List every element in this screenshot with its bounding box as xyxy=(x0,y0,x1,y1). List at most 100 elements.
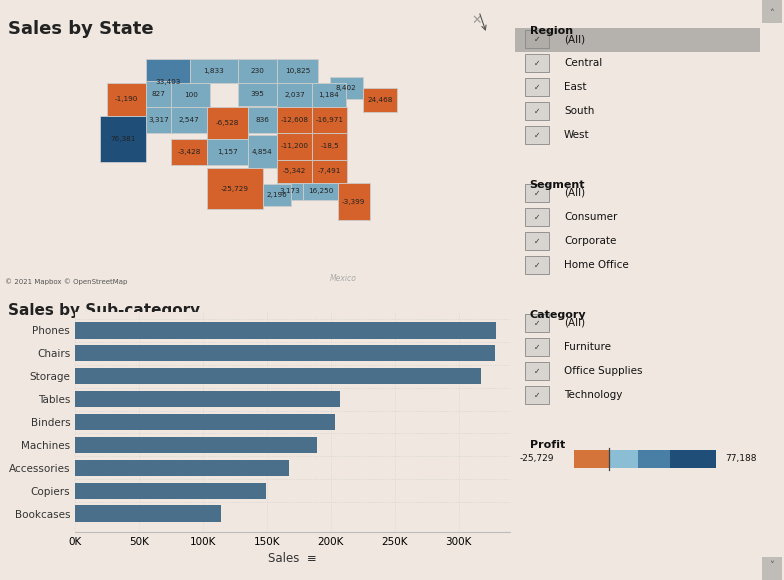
Bar xyxy=(172,107,206,133)
Text: Region: Region xyxy=(530,26,573,36)
Text: -5,342: -5,342 xyxy=(283,168,307,174)
Bar xyxy=(277,133,312,160)
Bar xyxy=(762,557,782,580)
Text: -3,428: -3,428 xyxy=(177,149,201,155)
Text: 10,825: 10,825 xyxy=(285,68,310,74)
Text: ✓: ✓ xyxy=(534,34,540,44)
Bar xyxy=(524,232,550,250)
Bar xyxy=(238,83,277,106)
Text: ✓: ✓ xyxy=(534,82,540,92)
Bar xyxy=(146,81,172,107)
Bar xyxy=(206,168,263,209)
Text: -18,5: -18,5 xyxy=(320,143,339,150)
Text: Office Supplies: Office Supplies xyxy=(564,366,643,376)
Text: 2,037: 2,037 xyxy=(285,92,305,98)
Bar xyxy=(146,59,190,104)
Bar xyxy=(248,135,277,168)
Text: (All): (All) xyxy=(564,318,585,328)
Bar xyxy=(363,88,397,111)
Bar xyxy=(609,450,637,468)
Text: Consumer: Consumer xyxy=(564,212,617,222)
Bar xyxy=(524,314,550,332)
Text: Corporate: Corporate xyxy=(564,236,616,246)
Text: 4,854: 4,854 xyxy=(252,148,273,154)
Bar xyxy=(172,83,210,107)
Text: 3,317: 3,317 xyxy=(148,117,169,124)
Bar xyxy=(206,139,248,165)
Bar xyxy=(303,183,338,200)
Text: 16,250: 16,250 xyxy=(307,188,333,194)
Bar xyxy=(670,450,716,468)
Text: Home Office: Home Office xyxy=(564,260,629,270)
Text: ✓: ✓ xyxy=(534,343,540,351)
Text: 3,173: 3,173 xyxy=(280,188,300,194)
Bar xyxy=(146,107,172,133)
Text: ✓: ✓ xyxy=(534,188,540,198)
Text: Sales by State: Sales by State xyxy=(8,20,154,38)
Text: South: South xyxy=(564,106,594,116)
Text: 1,184: 1,184 xyxy=(318,92,339,98)
Text: 836: 836 xyxy=(256,117,270,124)
Text: -25,729: -25,729 xyxy=(221,186,249,191)
Bar xyxy=(75,391,339,407)
Text: 76,381: 76,381 xyxy=(111,136,136,142)
Text: 2,547: 2,547 xyxy=(179,117,199,124)
Text: ˄: ˄ xyxy=(770,9,775,19)
Text: 77,188: 77,188 xyxy=(726,455,757,463)
Text: ✓: ✓ xyxy=(534,59,540,67)
Text: © 2021 Mapbox © OpenStreetMap: © 2021 Mapbox © OpenStreetMap xyxy=(5,278,128,285)
Bar xyxy=(75,345,495,361)
Bar xyxy=(75,459,289,476)
Text: ✓: ✓ xyxy=(534,130,540,140)
Bar xyxy=(190,60,238,82)
Bar xyxy=(277,107,312,133)
Bar xyxy=(277,83,312,107)
Bar xyxy=(524,54,550,72)
Text: ✓: ✓ xyxy=(534,212,540,222)
Bar xyxy=(107,82,146,116)
Bar xyxy=(172,139,206,165)
Bar xyxy=(75,322,496,339)
Text: ✓: ✓ xyxy=(534,390,540,400)
Bar xyxy=(263,184,292,206)
Bar xyxy=(75,414,335,430)
Text: Segment: Segment xyxy=(530,180,585,190)
Bar xyxy=(524,78,550,96)
X-axis label: Sales  ≡: Sales ≡ xyxy=(268,552,317,566)
Bar xyxy=(277,160,312,183)
Text: Furniture: Furniture xyxy=(564,342,611,352)
Bar xyxy=(524,256,550,274)
Text: ✓: ✓ xyxy=(534,367,540,375)
Bar xyxy=(524,362,550,380)
Text: 827: 827 xyxy=(151,91,165,97)
Bar xyxy=(75,368,481,385)
Bar xyxy=(238,60,277,82)
Text: 33,403: 33,403 xyxy=(155,79,180,85)
Text: -25,729: -25,729 xyxy=(520,455,554,463)
Text: Profit: Profit xyxy=(530,440,565,450)
Text: -1,190: -1,190 xyxy=(114,96,138,102)
Bar xyxy=(524,386,550,404)
Text: Category: Category xyxy=(530,310,586,320)
Text: 24,468: 24,468 xyxy=(367,97,393,103)
Text: ✕: ✕ xyxy=(471,14,481,27)
Text: -16,971: -16,971 xyxy=(316,117,343,124)
Text: 1,157: 1,157 xyxy=(216,149,238,155)
Text: Central: Central xyxy=(564,58,602,68)
Text: (All): (All) xyxy=(564,34,585,44)
Text: 1,833: 1,833 xyxy=(204,68,224,74)
Bar xyxy=(524,126,550,144)
Bar xyxy=(574,450,609,468)
Bar xyxy=(312,133,347,160)
Bar xyxy=(524,102,550,120)
Text: 100: 100 xyxy=(184,92,198,98)
Text: -11,200: -11,200 xyxy=(281,143,309,150)
Text: 230: 230 xyxy=(251,68,265,74)
Text: ✓: ✓ xyxy=(534,260,540,270)
Bar xyxy=(312,160,347,183)
Text: 8,402: 8,402 xyxy=(336,85,357,90)
Bar xyxy=(277,183,303,200)
Bar xyxy=(524,184,550,202)
Text: 395: 395 xyxy=(251,91,265,97)
Bar xyxy=(524,338,550,356)
